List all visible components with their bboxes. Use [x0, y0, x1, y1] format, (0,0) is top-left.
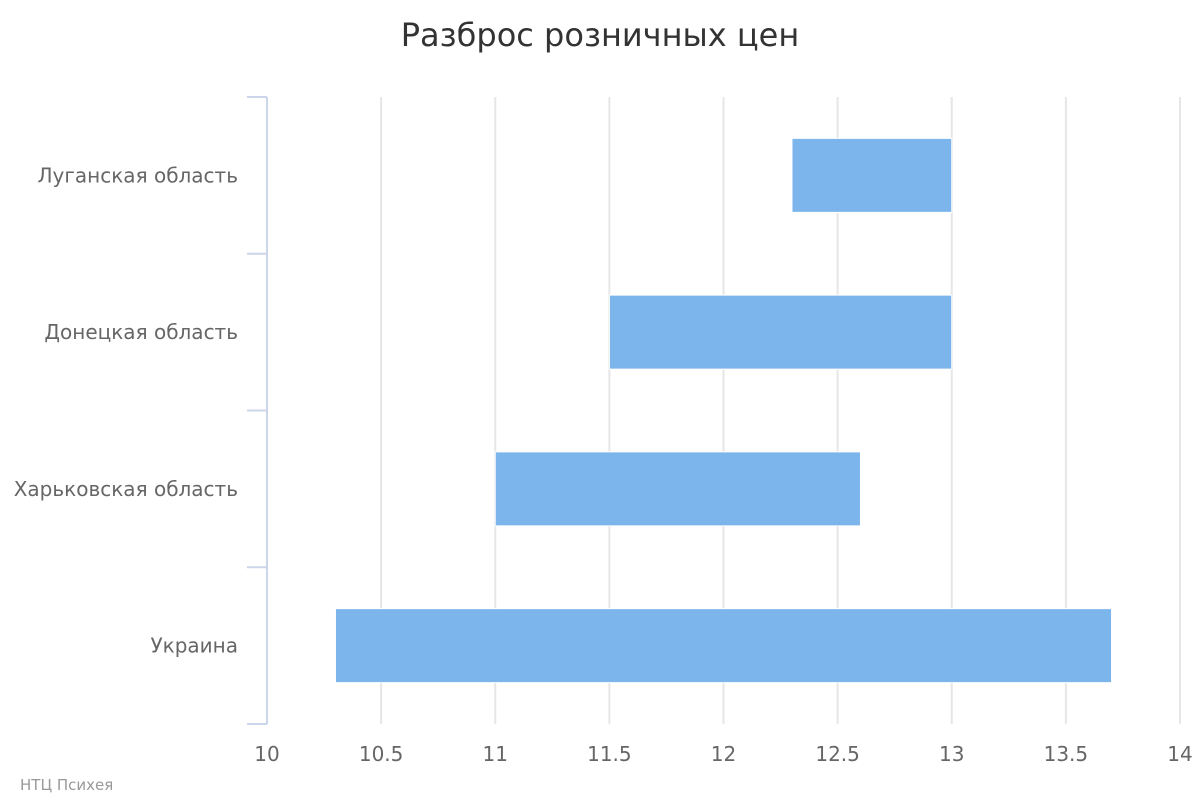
category-label: Луганская область [38, 163, 238, 187]
x-tick-label: 11 [483, 742, 508, 766]
x-tick-label: 11.5 [587, 742, 632, 766]
category-label: Украина [150, 634, 238, 658]
x-tick-label: 14 [1167, 742, 1192, 766]
value-axis-labels: 10 10.5 11 11.5 12 12.5 13 13.5 14 [254, 742, 1192, 766]
x-tick-label: 10 [254, 742, 279, 766]
x-tick-label: 12.5 [815, 742, 860, 766]
category-label: Донецкая область [44, 320, 238, 344]
range-bar[interactable] [334, 608, 1113, 684]
category-labels: Луганская область Донецкая область Харьков… [14, 163, 238, 657]
x-tick-label: 13.5 [1044, 742, 1089, 766]
x-tick-label: 12 [711, 742, 736, 766]
chart-title: Разброс розничных цен [401, 16, 800, 54]
category-axis [247, 96, 268, 725]
x-tick-label: 10.5 [359, 742, 404, 766]
bars [334, 137, 1113, 684]
range-bar[interactable] [608, 294, 953, 370]
x-tick-label: 13 [939, 742, 964, 766]
range-bar[interactable] [791, 137, 953, 213]
category-label: Харьковская область [14, 477, 238, 501]
credit-text: НТЦ Психея [20, 776, 113, 794]
range-bar[interactable] [494, 451, 861, 527]
